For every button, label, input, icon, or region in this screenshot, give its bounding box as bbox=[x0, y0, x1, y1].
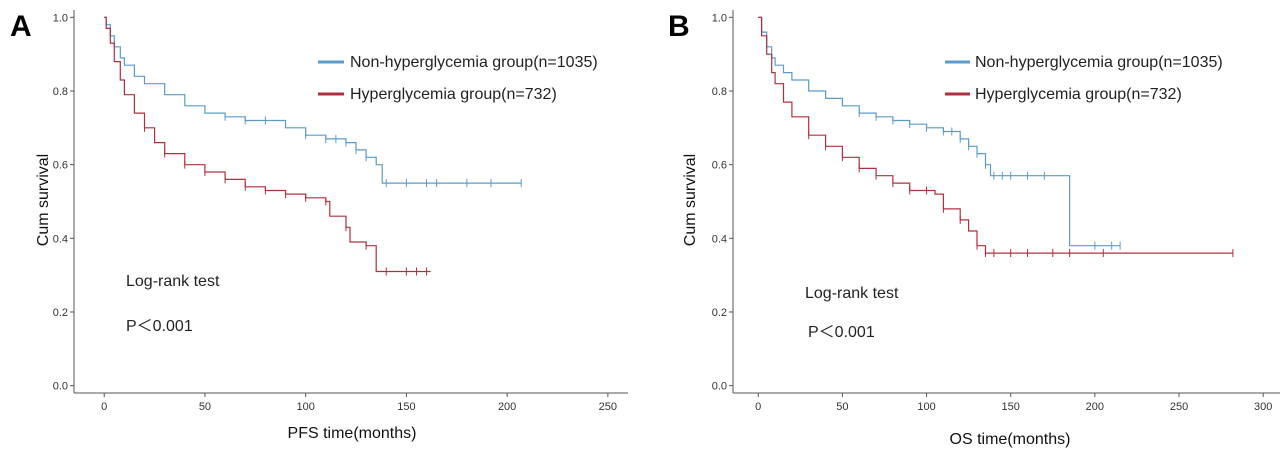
panel-a-y-tick-label: 0.6 bbox=[53, 160, 68, 172]
panel-b-y-tick-label: 0.0 bbox=[712, 381, 727, 393]
panel-a-legend: Non-hyperglycemia group(n=1035) Hypergly… bbox=[318, 54, 598, 103]
panel-b-y-tick-label: 1.0 bbox=[712, 12, 727, 24]
panel-b-legend-label-1: Hyperglycemia group(n=732) bbox=[975, 86, 1182, 103]
panel-b-x-tick-label: 300 bbox=[1254, 401, 1272, 413]
panel-b-ylabel: Cum survival bbox=[682, 154, 699, 246]
panel-b-x-tick-label: 150 bbox=[1002, 401, 1020, 413]
panel-a-x-tick-label: 200 bbox=[498, 401, 516, 413]
panel-b-legend-label-0: Non-hyperglycemia group(n=1035) bbox=[975, 54, 1223, 71]
panel-b-y-tick-label: 0.2 bbox=[712, 307, 727, 319]
panel-a-y-tick-label: 0.8 bbox=[53, 86, 68, 98]
panel-a-xlabel: PFS time(months) bbox=[288, 425, 417, 442]
panel-a-legend-label-0: Non-hyperglycemia group(n=1035) bbox=[350, 54, 598, 71]
panel-b-xlabel: OS time(months) bbox=[950, 431, 1071, 448]
panel-b-x-tick-label: 250 bbox=[1170, 401, 1188, 413]
panel-b-y-tick-label: 0.4 bbox=[712, 233, 727, 245]
panel-a-series-1-line bbox=[104, 16, 431, 273]
panel-a-x-tick-label: 50 bbox=[199, 401, 211, 413]
panel-b-x-tick-label: 200 bbox=[1086, 401, 1104, 413]
panel-a-pvalue: P＜0.001 bbox=[126, 318, 193, 335]
panel-a-y-tick-label: 0.2 bbox=[53, 307, 68, 319]
panel-b-legend: Non-hyperglycemia group(n=1035) Hypergly… bbox=[945, 54, 1223, 103]
panel-b-series-1-line bbox=[758, 16, 1233, 254]
panel-a-x-tick-label: 100 bbox=[296, 401, 314, 413]
panel-b: B Cum survival OS time(months) Log-rank … bbox=[668, 10, 1280, 448]
panel-a-x-tick-label: 150 bbox=[397, 401, 415, 413]
panel-b-x-tick-label: 0 bbox=[755, 401, 761, 413]
panel-b-plot-area: 0.0 0.2 0.4 0.6 0.8 1.0 0 50 100 150 200 250 300 bbox=[712, 10, 1280, 413]
panel-a-ylabel: Cum survival bbox=[35, 154, 52, 246]
panel-a-x-tick-label: 0 bbox=[101, 401, 107, 413]
panel-b-y-tick-label: 0.6 bbox=[712, 160, 727, 172]
panel-a-x-tick-label: 250 bbox=[599, 401, 617, 413]
panel-a-letter: A bbox=[10, 10, 32, 43]
panel-b-y-tick-label: 0.8 bbox=[712, 86, 727, 98]
panel-a-y-tick-label: 0.0 bbox=[53, 381, 68, 393]
panel-a-logrank-label: Log-rank test bbox=[126, 273, 220, 290]
panel-a-y-tick-label: 0.4 bbox=[53, 233, 68, 245]
panel-b-pvalue: P＜0.001 bbox=[808, 324, 875, 341]
panel-b-logrank-label: Log-rank test bbox=[805, 285, 899, 302]
panel-a: A Cum survival PFS time(months) Log-rank… bbox=[10, 10, 628, 442]
panel-b-series-0-line bbox=[758, 16, 1121, 247]
panel-a-legend-label-1: Hyperglycemia group(n=732) bbox=[350, 86, 557, 103]
panel-b-letter: B bbox=[668, 10, 690, 43]
panel-b-x-tick-label: 50 bbox=[836, 401, 848, 413]
panel-a-y-tick-label: 1.0 bbox=[53, 12, 68, 24]
panel-a-plot-area: 0.0 0.2 0.4 0.6 0.8 1.0 0 50 100 150 200 250 bbox=[53, 10, 628, 413]
panel-b-x-tick-label: 100 bbox=[917, 401, 935, 413]
